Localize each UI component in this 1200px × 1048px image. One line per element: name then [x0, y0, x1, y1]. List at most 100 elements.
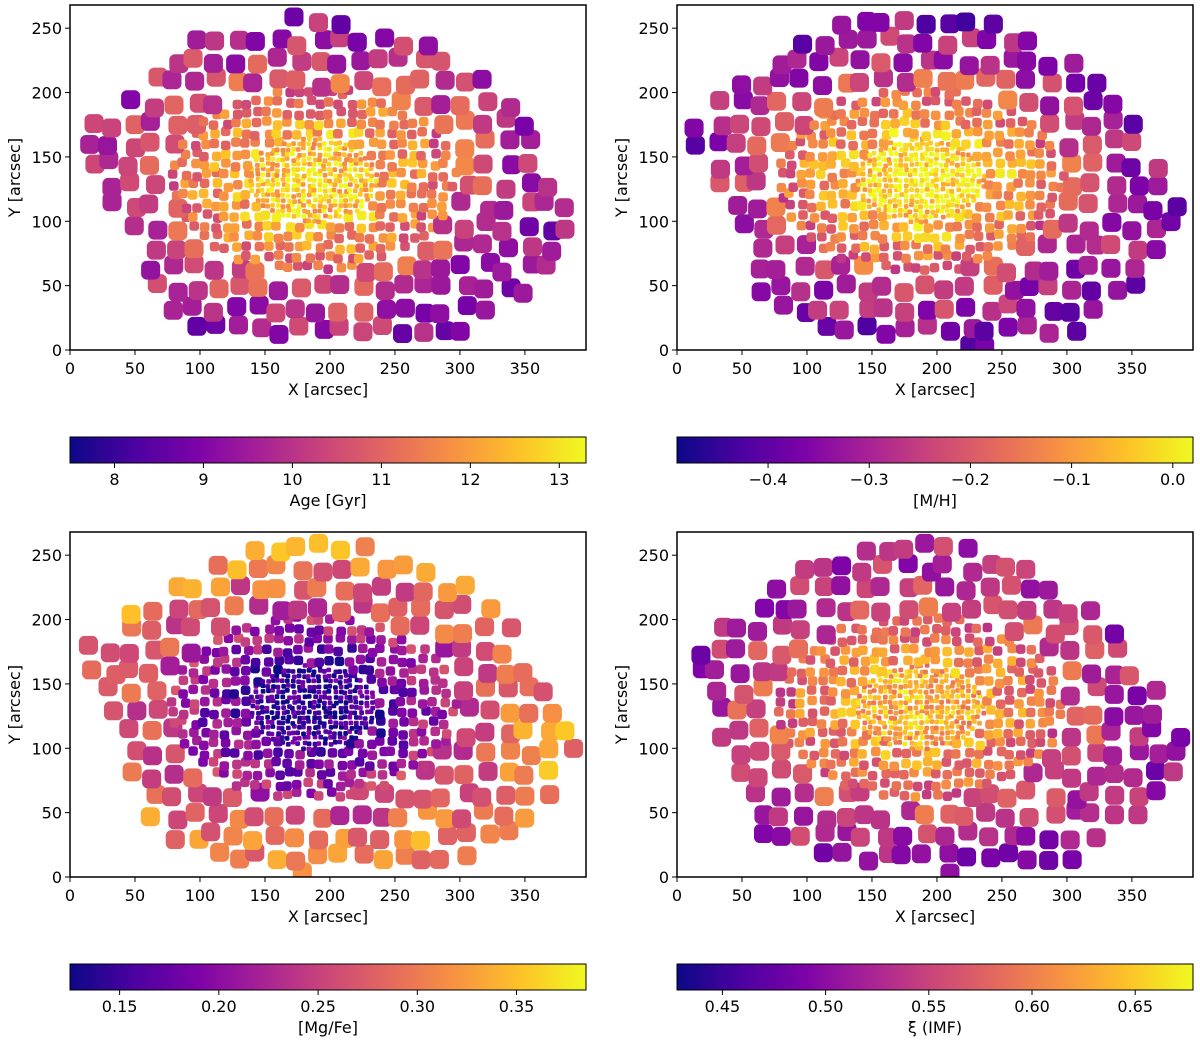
- metallicity-map-bin-501: [809, 159, 819, 170]
- age-map-bin-117: [199, 230, 210, 240]
- age-map-bin-116: [542, 241, 562, 261]
- mgfe-map-bin-480: [287, 695, 292, 701]
- age-map-bin-16: [203, 302, 223, 322]
- imf-map-bin-244: [876, 731, 882, 736]
- age-map-bin-757: [367, 97, 378, 108]
- age-map-bin-428: [363, 178, 368, 184]
- imf-map-xtick-label-0: 0: [672, 886, 682, 905]
- metallicity-map-bin-250: [929, 204, 934, 210]
- mgfe-map-bin-111: [396, 770, 406, 781]
- age-map-bin-638: [311, 141, 317, 147]
- mgfe-map-bin-2: [230, 849, 250, 869]
- imf-map-bin-572: [836, 676, 846, 687]
- metallicity-map-bin-284: [923, 199, 928, 205]
- metallicity-map-bin-132: [964, 229, 975, 240]
- mgfe-map-bin-475: [258, 694, 264, 699]
- metallicity-map-bin-466: [1017, 169, 1028, 179]
- imf-map-bin-389: [950, 710, 956, 716]
- mgfe-map-bin-650: [385, 666, 396, 676]
- imf-map-bin-708: [930, 646, 940, 657]
- metallicity-map-bin-722: [849, 109, 860, 119]
- imf-map-bin-526: [944, 690, 950, 695]
- age-map-bin-406: [248, 178, 254, 184]
- mgfe-map-bin-5: [286, 851, 306, 871]
- mgfe-map-bin-615: [343, 673, 349, 678]
- imf-map-bin-621: [704, 660, 724, 680]
- age-map-bin-748: [272, 96, 283, 106]
- age-map-bin-614: [342, 146, 347, 151]
- mgfe-map-bin-382: [316, 710, 322, 716]
- metallicity-map-bin-440: [867, 172, 873, 178]
- mgfe-map-bin-237: [231, 725, 241, 736]
- metallicity-map-bin-752: [921, 96, 932, 106]
- imf-map-bin-32: [768, 807, 788, 827]
- mgfe-map-bin-302: [232, 718, 243, 728]
- age-map-bin-594: [385, 150, 395, 160]
- mgfe-map-bin-300: [212, 719, 222, 729]
- metallicity-map-ylabel: Y [arcsec]: [612, 138, 631, 218]
- metallicity-map-bin-495: [710, 159, 730, 179]
- age-map-bin-554: [317, 157, 322, 162]
- metallicity-map-bin-765: [878, 88, 889, 98]
- metallicity-map-colorbar: [676, 436, 1194, 464]
- metallicity-map-bin-362: [805, 179, 816, 190]
- metallicity-map-bin-622: [795, 136, 806, 147]
- age-map-bin-400: [447, 181, 458, 192]
- mgfe-map-bin-689: [100, 643, 120, 663]
- metallicity-map-bin-117: [806, 232, 816, 242]
- imf-map-bin-637: [898, 667, 904, 673]
- metallicity-map-bin-679: [972, 126, 983, 137]
- imf-map-bin-265: [1003, 729, 1013, 739]
- mgfe-map-bin-186: [251, 739, 261, 750]
- age-map-bin-142: [189, 221, 199, 231]
- mgfe-map-bin-341: [286, 714, 292, 720]
- mgfe-map-bin-80: [291, 779, 302, 790]
- imf-map-ytick-label-2: 100: [638, 739, 669, 758]
- metallicity-map-bin-41: [954, 276, 974, 296]
- metallicity-map-bin-577: [898, 153, 904, 158]
- imf-map-bin-573: [846, 678, 857, 688]
- imf-map-bin-485: [909, 694, 915, 699]
- mgfe-map-bin-97: [252, 770, 263, 781]
- metallicity-map-bin-515: [909, 162, 915, 167]
- imf-map-bin-3: [859, 851, 879, 871]
- mgfe-map-bin-676: [314, 657, 324, 668]
- imf-map-bin-672: [860, 656, 871, 667]
- metallicity-map-bin-564: [798, 150, 808, 160]
- metallicity-map-bin-587: [950, 153, 956, 158]
- mgfe-map-bin-461: [358, 700, 364, 706]
- mgfe-map-bin-207: [398, 740, 409, 750]
- age-map-bin-521: [321, 163, 326, 169]
- metallicity-map-bin-174: [914, 217, 920, 223]
- imf-map-bin-756: [932, 624, 942, 634]
- imf-map-bin-110: [996, 771, 1007, 782]
- mgfe-map-bin-545: [265, 684, 271, 689]
- mgfe-map-cbar-tick-label-1: 0.20: [201, 997, 237, 1016]
- age-map-bin-24: [377, 299, 397, 319]
- metallicity-map-bin-198: [946, 213, 951, 218]
- mgfe-map-bin-121: [219, 761, 230, 771]
- metallicity-map-bin-718: [1123, 114, 1143, 134]
- mgfe-map-bin-370: [256, 711, 261, 716]
- mgfe-map-bin-487: [322, 694, 328, 700]
- mgfe-map-bin-148: [229, 748, 240, 758]
- age-map-bin-394: [387, 178, 397, 188]
- age-map-bin-323: [357, 192, 363, 197]
- metallicity-map-bin-553: [924, 157, 930, 162]
- metallicity-map-bin-103: [940, 244, 951, 254]
- mgfe-map-bin-234: [201, 728, 211, 738]
- metallicity-map-bin-789: [1066, 73, 1086, 93]
- mgfe-map-bin-146: [213, 749, 223, 759]
- metallicity-map-bin-639: [928, 140, 933, 146]
- mgfe-map-bin-147: [220, 747, 231, 758]
- age-map-bin-272: [554, 198, 574, 218]
- metallicity-map-bin-88: [753, 238, 773, 258]
- imf-map-bin-363: [774, 707, 784, 717]
- metallicity-map-bin-77: [879, 252, 889, 263]
- metallicity-map-bin-256: [959, 204, 965, 210]
- age-map-bin-355: [363, 187, 369, 193]
- metallicity-map-bin-297: [804, 189, 815, 200]
- age-map-bin-162: [400, 221, 410, 231]
- mgfe-map-bin-788: [434, 600, 454, 620]
- metallicity-map-bin-401: [1080, 173, 1100, 193]
